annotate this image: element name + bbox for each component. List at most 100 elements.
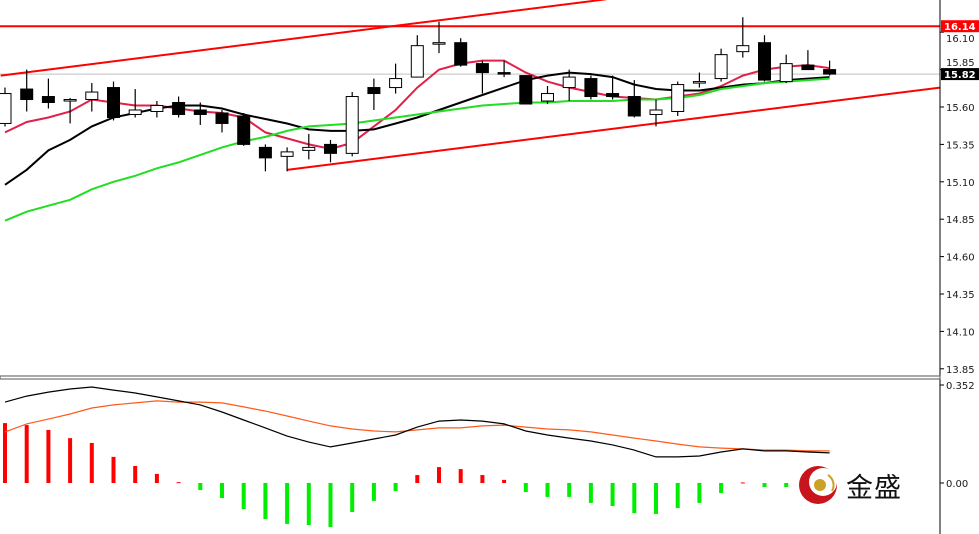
price-tick-label: 14.10 bbox=[946, 327, 975, 338]
candle bbox=[128, 89, 142, 118]
macd-histogram-bar bbox=[350, 483, 355, 512]
candle-body bbox=[41, 96, 55, 104]
candle-body bbox=[345, 96, 359, 154]
resistance-price-label-bg bbox=[941, 20, 979, 33]
candle bbox=[20, 69, 34, 112]
macd-histogram-bar bbox=[263, 483, 268, 520]
macd-panel bbox=[3, 386, 832, 528]
trend-line-0 bbox=[0, 0, 607, 77]
candle bbox=[497, 60, 511, 78]
candle bbox=[237, 112, 251, 146]
macd-histogram-bar bbox=[133, 465, 138, 483]
candle-body bbox=[367, 87, 381, 95]
macd-histogram-bar bbox=[46, 429, 51, 483]
candle-body bbox=[541, 93, 554, 102]
price-tick-label: 14.35 bbox=[946, 290, 975, 301]
candle-body bbox=[801, 64, 815, 71]
candle-body bbox=[215, 112, 229, 124]
macd-histogram-bar bbox=[198, 483, 203, 491]
macd-histogram-bar bbox=[415, 475, 420, 483]
price-tick-label: 15.10 bbox=[946, 178, 975, 189]
candle-body bbox=[280, 151, 294, 157]
candle-body bbox=[758, 42, 771, 81]
candle-body bbox=[128, 109, 142, 115]
candle-body bbox=[258, 146, 272, 159]
price-tick-label: 15.35 bbox=[946, 140, 975, 151]
candle bbox=[823, 60, 837, 76]
moving-average-2 bbox=[4, 77, 830, 222]
candle bbox=[584, 75, 598, 100]
candle bbox=[258, 144, 272, 172]
macd-tick-label: 0.352 bbox=[946, 381, 975, 392]
candle bbox=[475, 60, 489, 94]
candle-body bbox=[779, 63, 793, 83]
candle bbox=[324, 139, 337, 163]
macd-histogram-bar bbox=[545, 483, 550, 497]
price-tick-label: 14.60 bbox=[946, 253, 975, 264]
macd-histogram-bar bbox=[458, 469, 463, 483]
candle bbox=[302, 133, 316, 160]
macd-histogram-bar bbox=[371, 483, 376, 501]
candle bbox=[389, 63, 403, 94]
macd-histogram-bar bbox=[480, 475, 485, 483]
candle bbox=[280, 147, 294, 172]
candle bbox=[736, 17, 750, 58]
candle-body bbox=[627, 96, 641, 117]
macd-line bbox=[4, 386, 830, 458]
candle-body bbox=[649, 109, 663, 115]
macd-histogram-bar bbox=[588, 483, 593, 503]
candle bbox=[606, 75, 620, 100]
candle-body bbox=[714, 54, 728, 80]
logo-text: 金盛 bbox=[846, 472, 902, 504]
price-tick-label: 14.85 bbox=[946, 215, 975, 226]
candle-body bbox=[584, 78, 598, 98]
candle bbox=[193, 102, 207, 125]
macd-histogram-bar bbox=[784, 483, 789, 487]
logo-icon bbox=[799, 466, 837, 504]
macd-histogram-bar bbox=[762, 483, 767, 487]
candle bbox=[172, 96, 186, 118]
candle bbox=[801, 50, 815, 71]
candle-body bbox=[671, 84, 685, 112]
candle bbox=[367, 78, 381, 110]
candle-body bbox=[150, 105, 164, 112]
candle bbox=[215, 109, 229, 133]
candle-body bbox=[432, 42, 446, 45]
macd-histogram-bar bbox=[697, 483, 702, 503]
candle-body bbox=[606, 93, 620, 98]
candle bbox=[345, 92, 359, 157]
candle bbox=[41, 78, 55, 109]
candle bbox=[432, 21, 446, 54]
macd-histogram-bar bbox=[567, 483, 572, 497]
macd-histogram-bar bbox=[68, 438, 73, 483]
candle-body bbox=[475, 63, 489, 74]
macd-histogram-bar bbox=[220, 483, 224, 499]
macd-histogram-bar bbox=[437, 467, 441, 483]
candle-body bbox=[823, 69, 837, 75]
macd-histogram-bar bbox=[393, 483, 398, 491]
macd-histogram-bar bbox=[502, 479, 507, 483]
macd-histogram-bar bbox=[306, 483, 311, 526]
candle-body bbox=[519, 75, 533, 105]
macd-signal-line bbox=[4, 400, 830, 452]
candle bbox=[649, 99, 663, 127]
trend-line-1 bbox=[286, 86, 940, 171]
macd-histogram-bar bbox=[328, 483, 333, 528]
macd-histogram-bar bbox=[89, 442, 94, 483]
candle-body bbox=[63, 99, 77, 102]
macd-histogram-bar bbox=[154, 473, 159, 483]
price-panel bbox=[0, 0, 940, 222]
candle-body bbox=[692, 81, 706, 84]
candle bbox=[63, 98, 77, 124]
macd-histogram-bar bbox=[285, 483, 290, 524]
candle bbox=[627, 80, 641, 118]
price-tick-label: 15.60 bbox=[946, 103, 975, 114]
candle-body bbox=[20, 88, 34, 101]
candle-body bbox=[324, 143, 337, 154]
candle-body bbox=[497, 72, 511, 75]
candle bbox=[454, 38, 468, 67]
price-tick-label: 15.85 bbox=[946, 58, 975, 69]
macd-histogram-bar bbox=[610, 483, 615, 507]
